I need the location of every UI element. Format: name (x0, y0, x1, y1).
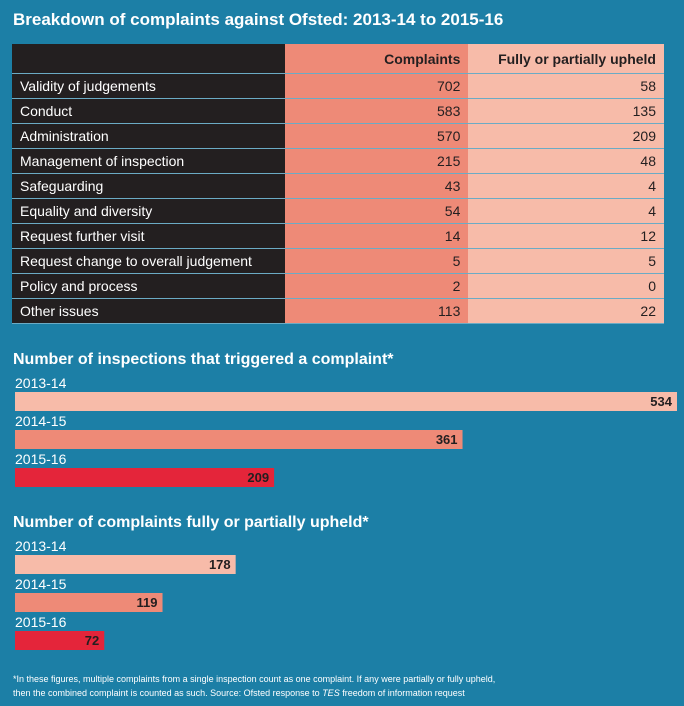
row-upheld: 209 (468, 123, 664, 149)
inspections-chart: 2013-14 534 2014-15 361 2015-16 209 (0, 374, 684, 492)
data-label: 534 (650, 394, 672, 409)
data-label: 119 (137, 595, 158, 610)
footnote-line-2-end: freedom of information request (339, 688, 465, 698)
table-row: Equality and diversity 54 4 (12, 198, 664, 224)
row-category: Conduct (12, 98, 286, 124)
upheld-chart: 2013-14 178 2014-15 119 2015-16 72 (0, 537, 684, 655)
row-complaints: 570 (285, 123, 469, 149)
header-complaints: Complaints (285, 44, 469, 74)
footnote-line-2-start: then the combined complaint is counted a… (13, 688, 323, 698)
chart-title: Breakdown of complaints against Ofsted: … (13, 10, 504, 29)
chart1-title: Number of inspections that triggered a c… (13, 351, 394, 368)
footnote-line-1: *In these figures, multiple complaints f… (13, 674, 496, 684)
table-row: Policy and process 2 0 (12, 273, 664, 299)
row-category: Equality and diversity (12, 198, 286, 224)
table-row: Administration 570 209 (12, 123, 664, 149)
bar-2013-14 (15, 555, 236, 574)
row-complaints: 14 (285, 223, 469, 249)
row-complaints: 54 (285, 198, 469, 224)
data-label: 72 (85, 633, 99, 648)
row-category: Safeguarding (12, 173, 286, 199)
row-upheld: 5 (468, 248, 664, 274)
bar-2014-15 (15, 430, 463, 449)
upheld-chart-svg: 2013-14 178 2014-15 119 2015-16 72 (15, 538, 236, 650)
row-category: Administration (12, 123, 286, 149)
row-category: Other issues (12, 298, 286, 324)
table-row: Request further visit 14 12 (12, 223, 664, 249)
bar-2015-16 (15, 468, 275, 487)
category-label: 2015-16 (15, 614, 67, 630)
footnote-tes: TES (322, 688, 340, 698)
row-complaints: 702 (285, 73, 469, 99)
row-category: Policy and process (12, 273, 286, 299)
category-label: 2013-14 (15, 375, 67, 391)
chart2-title: Number of complaints fully or partially … (13, 514, 369, 531)
row-upheld: 4 (468, 198, 664, 224)
table-row: Validity of judgements 702 58 (12, 73, 664, 99)
data-label: 361 (436, 432, 458, 447)
category-label: 2014-15 (15, 576, 67, 592)
row-complaints: 113 (285, 298, 469, 324)
row-complaints: 43 (285, 173, 469, 199)
bar-2014-15 (15, 593, 163, 612)
table-row: Management of inspection 215 48 (12, 148, 664, 174)
table-row: Request change to overall judgement 5 5 (12, 248, 664, 274)
row-upheld: 48 (468, 148, 664, 174)
footnote: *In these figures, multiple complaints f… (13, 672, 613, 700)
row-upheld: 0 (468, 273, 664, 299)
table-row: Conduct 583 135 (12, 98, 664, 124)
table-body: Validity of judgements 702 58 Conduct 583 135… (12, 73, 664, 324)
complaints-table: Complaints Fully or partially upheld Val… (12, 44, 664, 324)
row-category: Management of inspection (12, 148, 286, 174)
row-complaints: 5 (285, 248, 469, 274)
row-category: Request change to overall judgement (12, 248, 286, 274)
header-upheld: Fully or partially upheld (468, 44, 664, 74)
table-row: Other issues 113 22 (12, 298, 664, 324)
row-upheld: 22 (468, 298, 664, 324)
row-upheld: 135 (468, 98, 664, 124)
row-complaints: 215 (285, 148, 469, 174)
bar-2015-16 (15, 631, 105, 650)
data-label: 209 (247, 470, 269, 485)
inspections-chart-svg: 2013-14 534 2014-15 361 2015-16 209 (15, 375, 677, 487)
row-complaints: 583 (285, 98, 469, 124)
row-upheld: 58 (468, 73, 664, 99)
row-category: Validity of judgements (12, 73, 286, 99)
data-label: 178 (209, 557, 231, 572)
row-category: Request further visit (12, 223, 286, 249)
row-complaints: 2 (285, 273, 469, 299)
row-upheld: 12 (468, 223, 664, 249)
category-label: 2013-14 (15, 538, 67, 554)
category-label: 2014-15 (15, 413, 67, 429)
row-upheld: 4 (468, 173, 664, 199)
table-row: Safeguarding 43 4 (12, 173, 664, 199)
bar-2013-14 (15, 392, 677, 411)
category-label: 2015-16 (15, 451, 67, 467)
header-category (12, 44, 286, 74)
table-header-row: Complaints Fully or partially upheld (12, 44, 664, 74)
footnote-line-2: then the combined complaint is counted a… (13, 686, 613, 700)
